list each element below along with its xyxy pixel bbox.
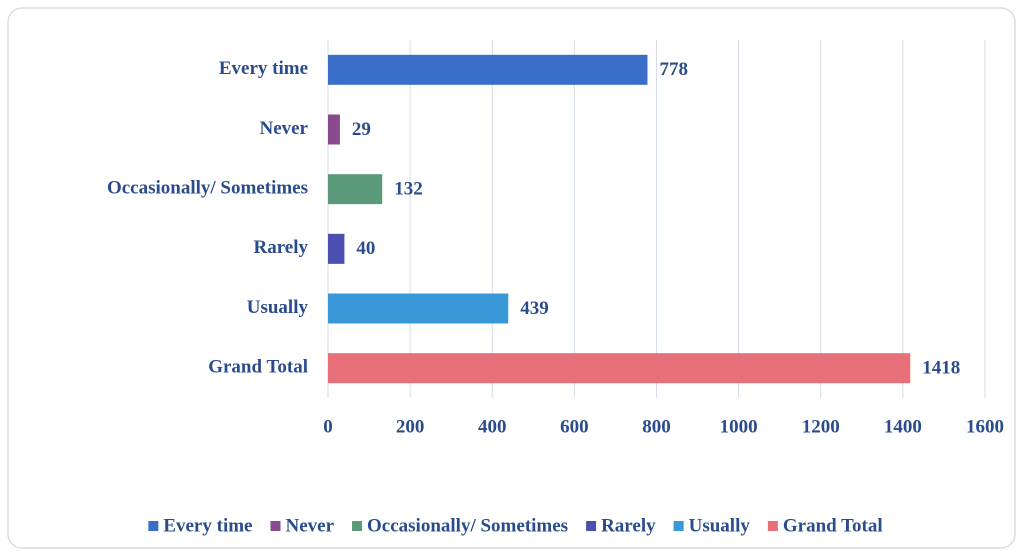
bar <box>328 353 911 384</box>
bar <box>328 114 340 145</box>
data-label: 29 <box>352 119 371 140</box>
x-tick-label: 1000 <box>720 416 758 437</box>
legend-label: Never <box>285 515 334 536</box>
x-tick-label: 800 <box>642 416 671 437</box>
y-tick-label: Usually <box>247 297 309 318</box>
data-label: 40 <box>356 238 375 259</box>
legend-swatch <box>352 521 363 531</box>
data-label: 132 <box>394 179 423 200</box>
legend-swatch <box>767 521 778 531</box>
legend-swatch <box>586 521 597 531</box>
x-tick-label: 200 <box>396 416 425 437</box>
y-tick-label: Every time <box>219 58 308 79</box>
y-tick-label: Grand Total <box>208 357 308 378</box>
legend-label: Usually <box>689 515 751 536</box>
x-tick-label: 0 <box>323 416 333 437</box>
y-tick-label: Rarely <box>253 237 308 258</box>
x-tick-label: 600 <box>560 416 589 437</box>
bar <box>328 174 383 205</box>
data-label: 1418 <box>922 358 960 379</box>
x-tick-label: 1400 <box>884 416 922 437</box>
x-tick-label: 1600 <box>966 416 1004 437</box>
chart-frame <box>7 7 1016 549</box>
legend-swatch <box>148 521 159 531</box>
bar <box>328 54 648 85</box>
y-tick-label: Never <box>259 118 308 139</box>
bar <box>328 233 345 264</box>
legend-swatch <box>270 521 281 531</box>
legend-label: Every time <box>163 515 252 536</box>
x-tick-label: 400 <box>478 416 507 437</box>
legend-label: Occasionally/ Sometimes <box>367 515 568 536</box>
legend-swatch <box>673 521 684 531</box>
data-label: 439 <box>520 298 549 319</box>
legend-label: Grand Total <box>783 515 883 536</box>
bar <box>328 293 509 324</box>
y-tick-label: Occasionally/ Sometimes <box>107 178 308 199</box>
legend-label: Rarely <box>601 515 656 536</box>
data-label: 778 <box>659 59 688 80</box>
x-tick-label: 1200 <box>802 416 840 437</box>
